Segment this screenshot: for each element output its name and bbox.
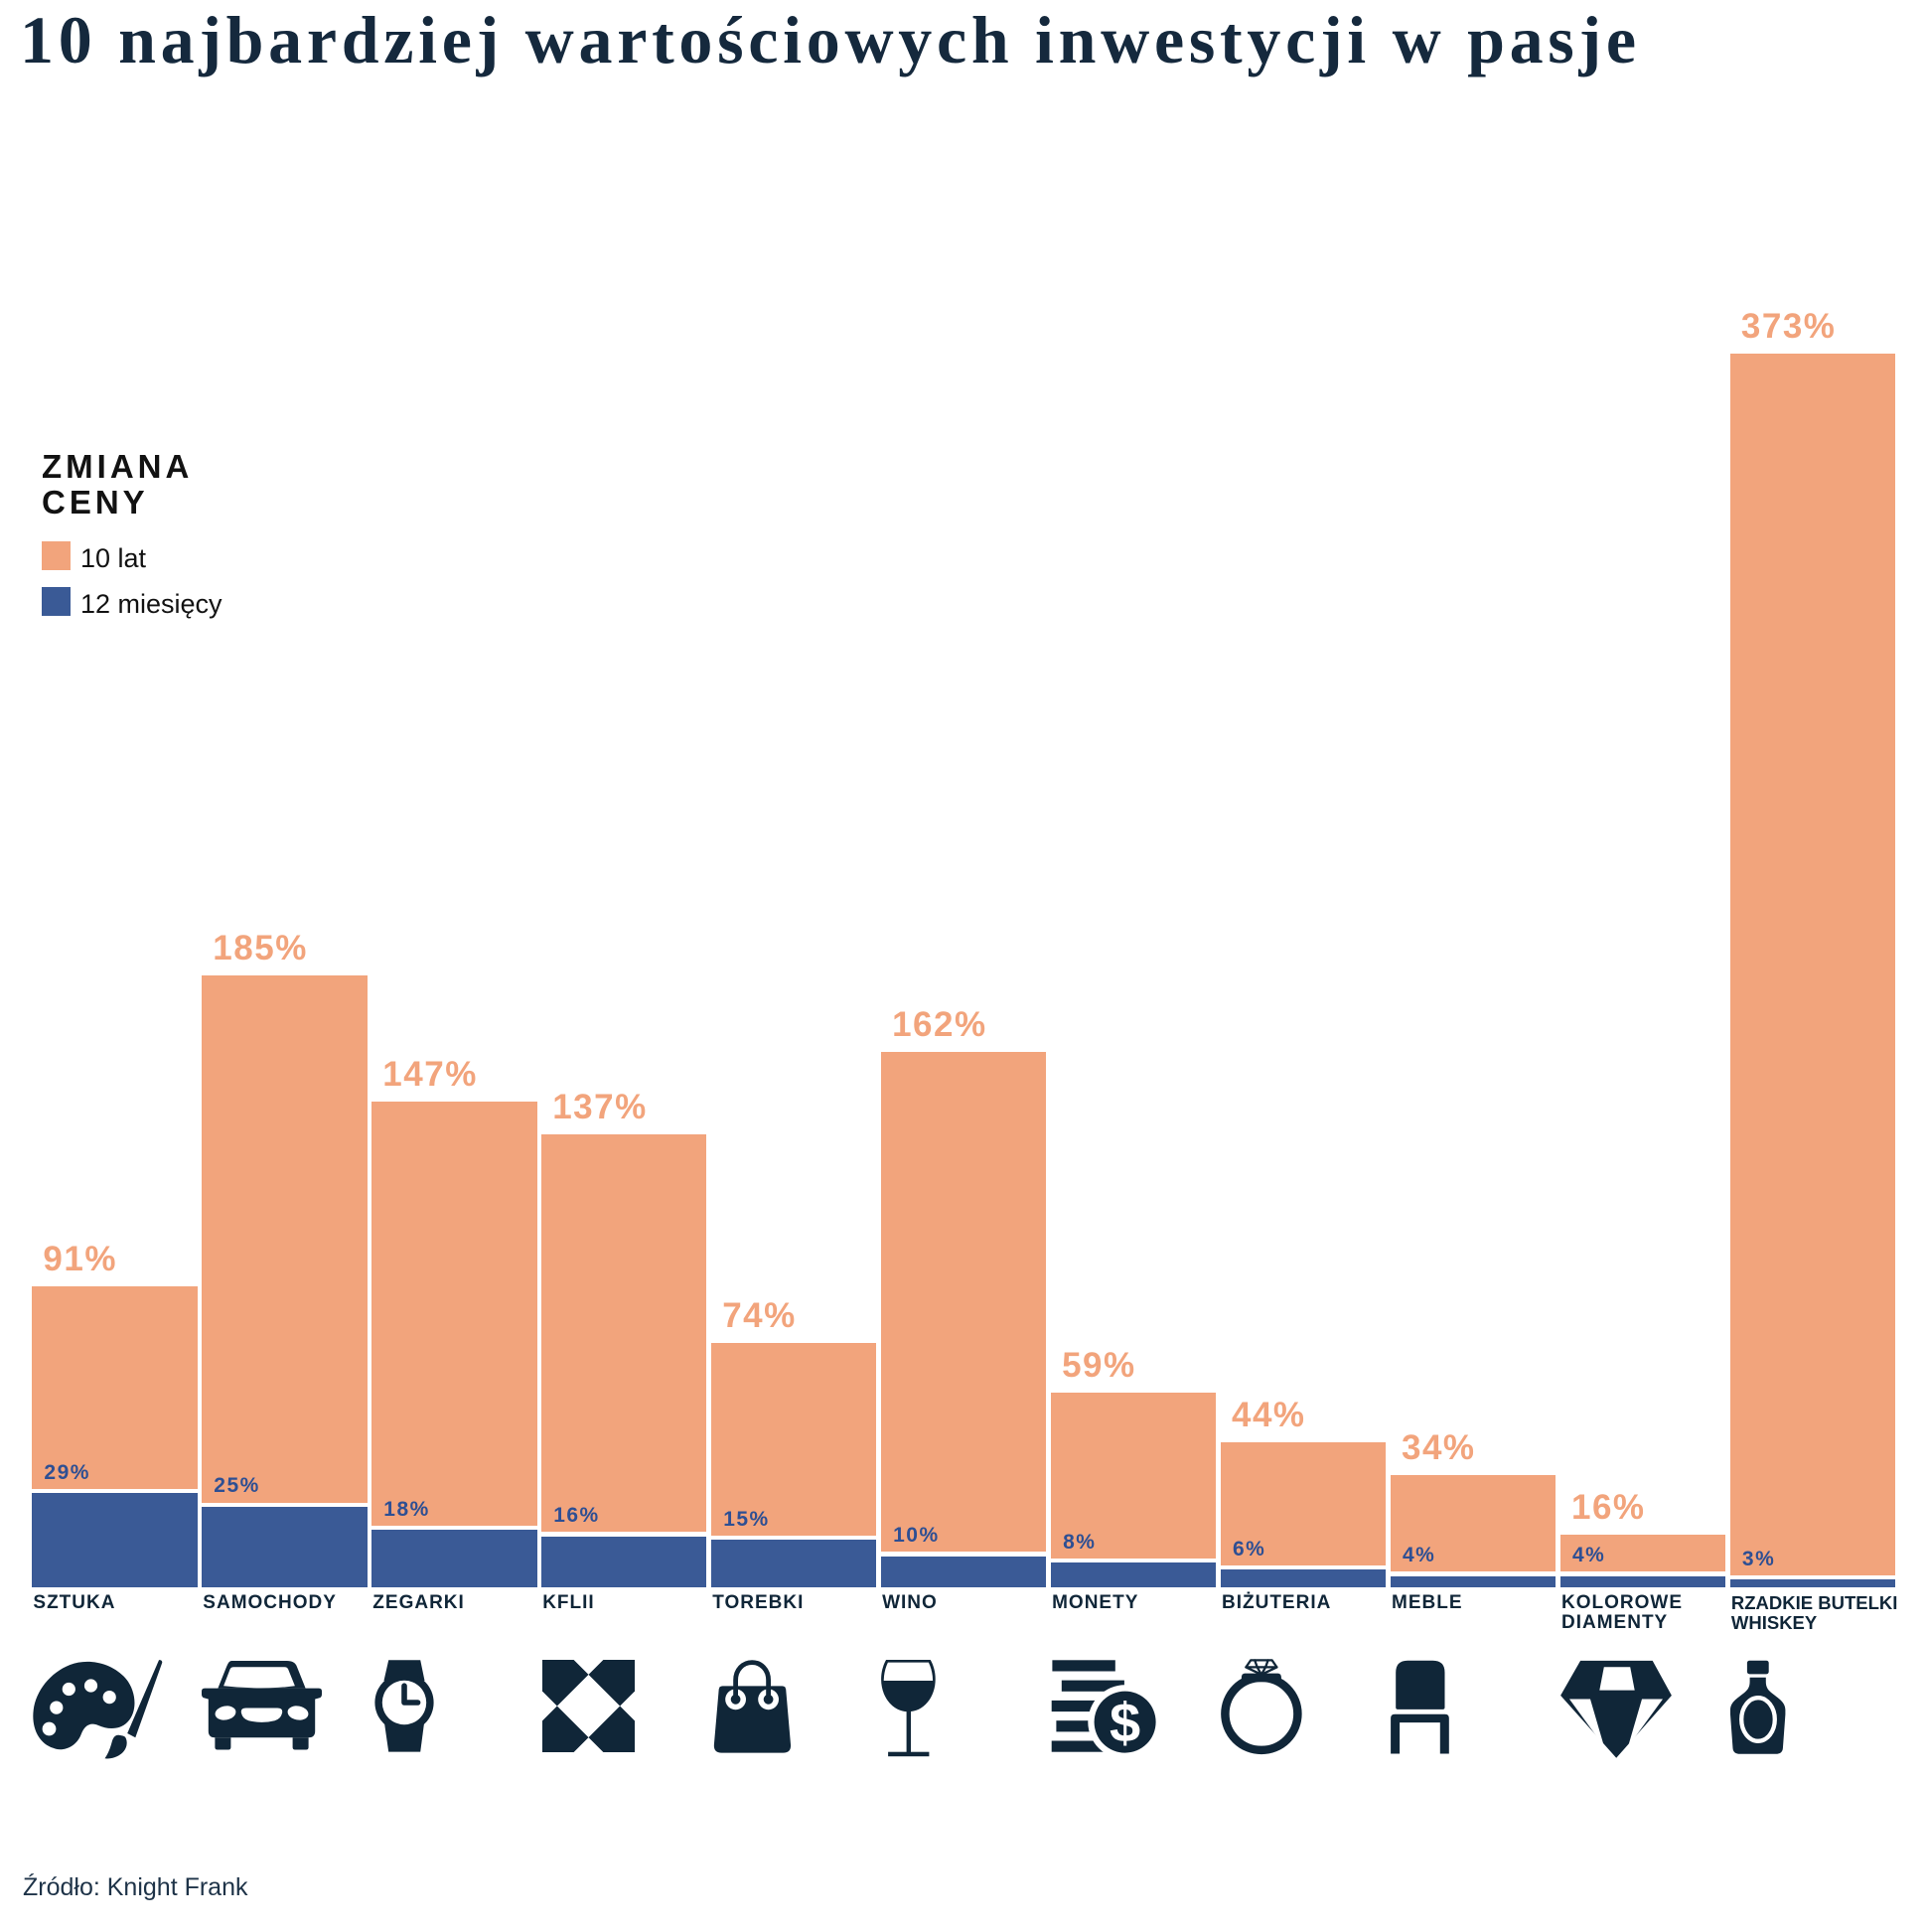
svg-text:$: $ bbox=[1110, 1692, 1140, 1754]
